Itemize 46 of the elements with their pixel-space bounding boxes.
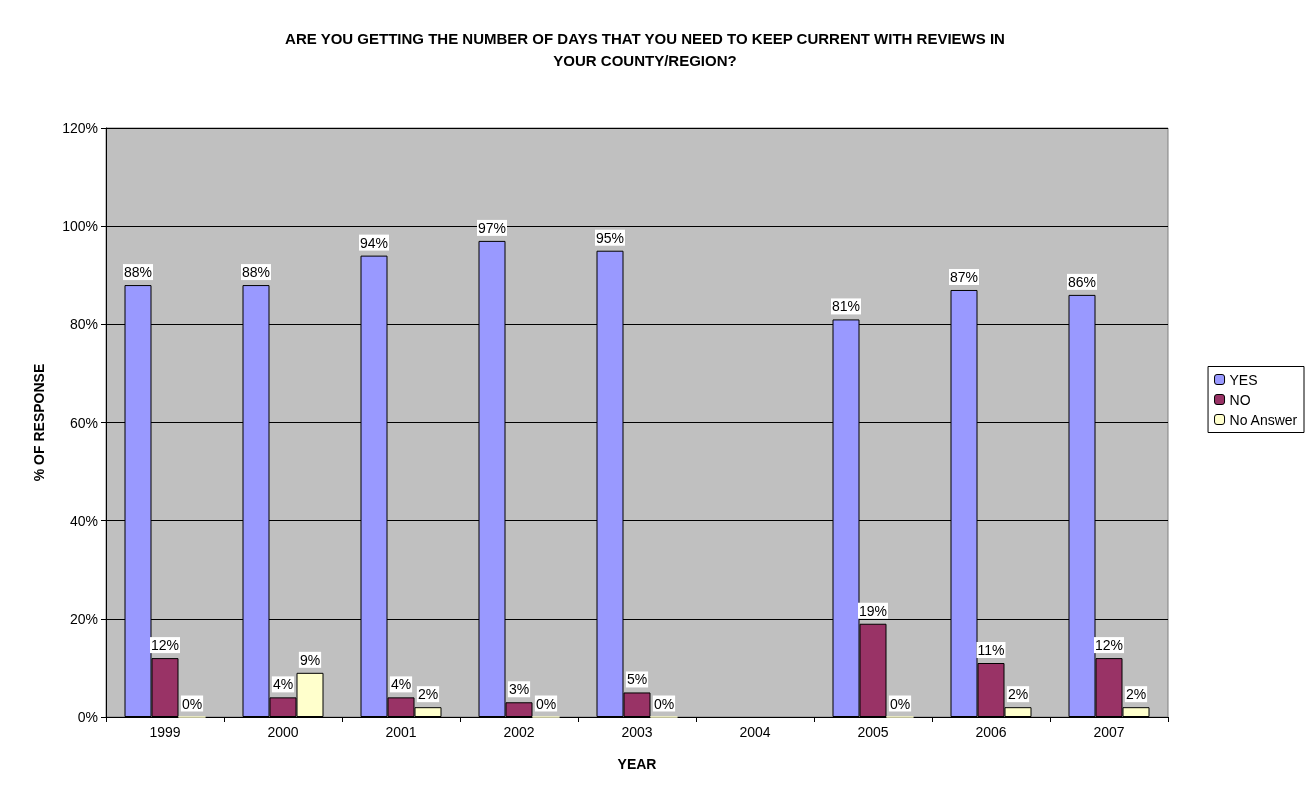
data-label: 2%: [1007, 686, 1029, 703]
data-label: 81%: [831, 298, 861, 315]
data-label: 88%: [241, 264, 271, 281]
data-label: 9%: [299, 651, 321, 668]
data-label: 5%: [626, 671, 648, 688]
y-tick-label: 20%: [69, 610, 98, 627]
x-tick-label: 2006: [975, 724, 1007, 740]
data-label: 97%: [477, 219, 507, 236]
data-label: 2%: [417, 686, 439, 703]
y-axis-title: % OF RESPONSE: [31, 363, 47, 482]
data-label: 12%: [1094, 637, 1124, 654]
x-tick-label: 2005: [857, 724, 889, 740]
data-label: 12%: [150, 637, 180, 654]
data-label: 94%: [359, 234, 389, 251]
x-tick-label: 2002: [503, 724, 535, 740]
x-axis-title: YEAR: [617, 756, 657, 772]
legend-label: No Answer: [1229, 411, 1298, 428]
data-label: 0%: [889, 695, 911, 712]
legend-label: YES: [1229, 371, 1258, 388]
data-label: 4%: [390, 676, 412, 693]
data-label: 0%: [535, 695, 557, 712]
data-label: 0%: [653, 695, 675, 712]
chart-title: ARE YOU GETTING THE NUMBER OF DAYS THAT YOU NEED TO KEEP CURRENT WITH REVIEWS IN YOUR COUNTY/REGION?: [285, 29, 1005, 69]
data-label: 19%: [858, 602, 888, 619]
data-label: 11%: [977, 642, 1005, 659]
data-label: 87%: [949, 268, 979, 285]
x-tick-label: 2004: [739, 724, 771, 740]
data-label: 95%: [595, 229, 625, 246]
x-tick-label: 2003: [621, 724, 653, 740]
y-tick-label: 40%: [69, 512, 98, 529]
y-tick-label: 60%: [69, 414, 98, 431]
x-tick-label: 1999: [149, 724, 181, 740]
x-tick-label: 2001: [385, 724, 417, 740]
data-label: 88%: [123, 264, 153, 281]
legend-label: NO: [1229, 391, 1251, 408]
y-tick-label: 0%: [77, 709, 98, 725]
data-label: 2%: [1125, 686, 1147, 703]
y-tick-label: 80%: [69, 316, 98, 333]
data-label: 4%: [272, 676, 294, 693]
data-label: 0%: [181, 695, 203, 712]
data-label: 86%: [1067, 273, 1097, 290]
x-tick-label: 2000: [267, 724, 299, 740]
y-tick-label: 120%: [62, 120, 98, 136]
data-label: 3%: [508, 681, 530, 698]
y-tick-label: 100%: [62, 218, 98, 235]
x-tick-label: 2007: [1093, 724, 1125, 740]
